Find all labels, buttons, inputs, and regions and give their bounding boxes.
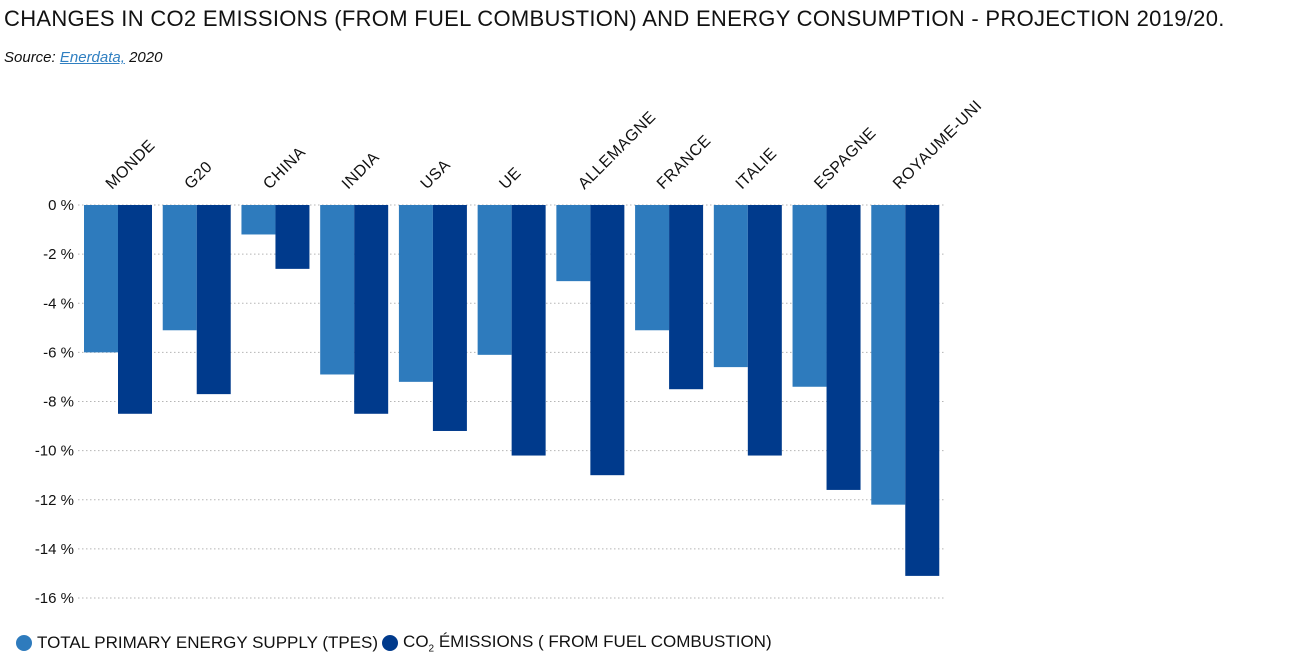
- y-tick-label: -10 %: [35, 443, 74, 460]
- category-label: G20: [182, 158, 216, 192]
- bar-co2-g20: [196, 205, 231, 395]
- chart-source: Source: Enerdata, 2020: [4, 49, 162, 66]
- bar-co2-usa: [432, 205, 467, 431]
- y-tick-label: -14 %: [35, 541, 74, 558]
- y-tick-label: -2 %: [43, 246, 74, 263]
- bar-co2-china: [275, 205, 310, 269]
- source-prefix: Source:: [4, 49, 60, 66]
- bar-tpes-ue: [477, 205, 512, 355]
- category-label: FRANCE: [654, 132, 715, 193]
- bar-tpes-royaume-uni: [871, 205, 906, 505]
- category-label: ALLEMAGNE: [575, 108, 659, 192]
- y-axis-ticks: 0 % -2 % -4 % -6 % -8 % -10 % -12 % -14 % -16 %: [35, 197, 74, 607]
- y-tick-label: 0 %: [48, 197, 74, 214]
- legend-dot-tpes: [16, 635, 32, 652]
- bar-tpes-monde: [84, 205, 118, 353]
- category-label: UE: [496, 164, 524, 192]
- y-tick-label: -12 %: [35, 492, 74, 509]
- bar-co2-italie: [747, 205, 782, 456]
- y-tick-label: -16 %: [35, 590, 74, 607]
- bar-co2-espagne: [826, 205, 861, 490]
- category-label: INDIA: [339, 149, 383, 193]
- category-label: ESPAGNE: [811, 124, 879, 192]
- category-label: MONDE: [103, 137, 159, 193]
- legend-item-co2: CO2 ÉMISSIONS ( FROM FUEL COMBUSTION): [382, 632, 772, 654]
- category-label: ROYAUME-UNI: [890, 97, 986, 193]
- bars-layer: [84, 205, 940, 576]
- category-label: CHINA: [260, 144, 309, 193]
- bar-co2-france: [669, 205, 704, 390]
- chart-title: CHANGES IN CO2 EMISSIONS (FROM FUEL COMB…: [4, 6, 1225, 31]
- bar-co2-monde: [118, 205, 152, 414]
- bar-tpes-usa: [398, 205, 433, 382]
- source-link[interactable]: Enerdata,: [59, 49, 125, 66]
- bar-co2-ue: [511, 205, 546, 456]
- bar-co2-india: [354, 205, 389, 414]
- bar-tpes-italie: [713, 205, 748, 368]
- bar-tpes-france: [635, 205, 670, 331]
- bar-tpes-india: [320, 205, 355, 375]
- y-tick-label: -8 %: [43, 394, 74, 411]
- category-label: USA: [418, 156, 454, 192]
- source-year: 2020: [124, 49, 163, 66]
- legend-item-tpes: TOTAL PRIMARY ENERGY SUPPLY (TPES): [16, 633, 378, 653]
- legend-label-co2: CO2 ÉMISSIONS ( FROM FUEL COMBUSTION): [403, 632, 772, 655]
- legend: TOTAL PRIMARY ENERGY SUPPLY (TPES) CO2 É…: [16, 632, 776, 654]
- bar-tpes-espagne: [792, 205, 827, 387]
- category-label: ITALIE: [733, 145, 781, 193]
- bar-tpes-china: [241, 205, 276, 235]
- bar-tpes-allemagne: [556, 205, 591, 282]
- y-tick-label: -6 %: [43, 344, 74, 361]
- legend-dot-co2: [382, 635, 399, 652]
- bar-co2-royaume-uni: [905, 205, 940, 576]
- bar-tpes-g20: [162, 205, 197, 331]
- y-tick-label: -4 %: [43, 295, 74, 312]
- bar-co2-allemagne: [590, 205, 625, 476]
- legend-label-tpes: TOTAL PRIMARY ENERGY SUPPLY (TPES): [37, 633, 379, 653]
